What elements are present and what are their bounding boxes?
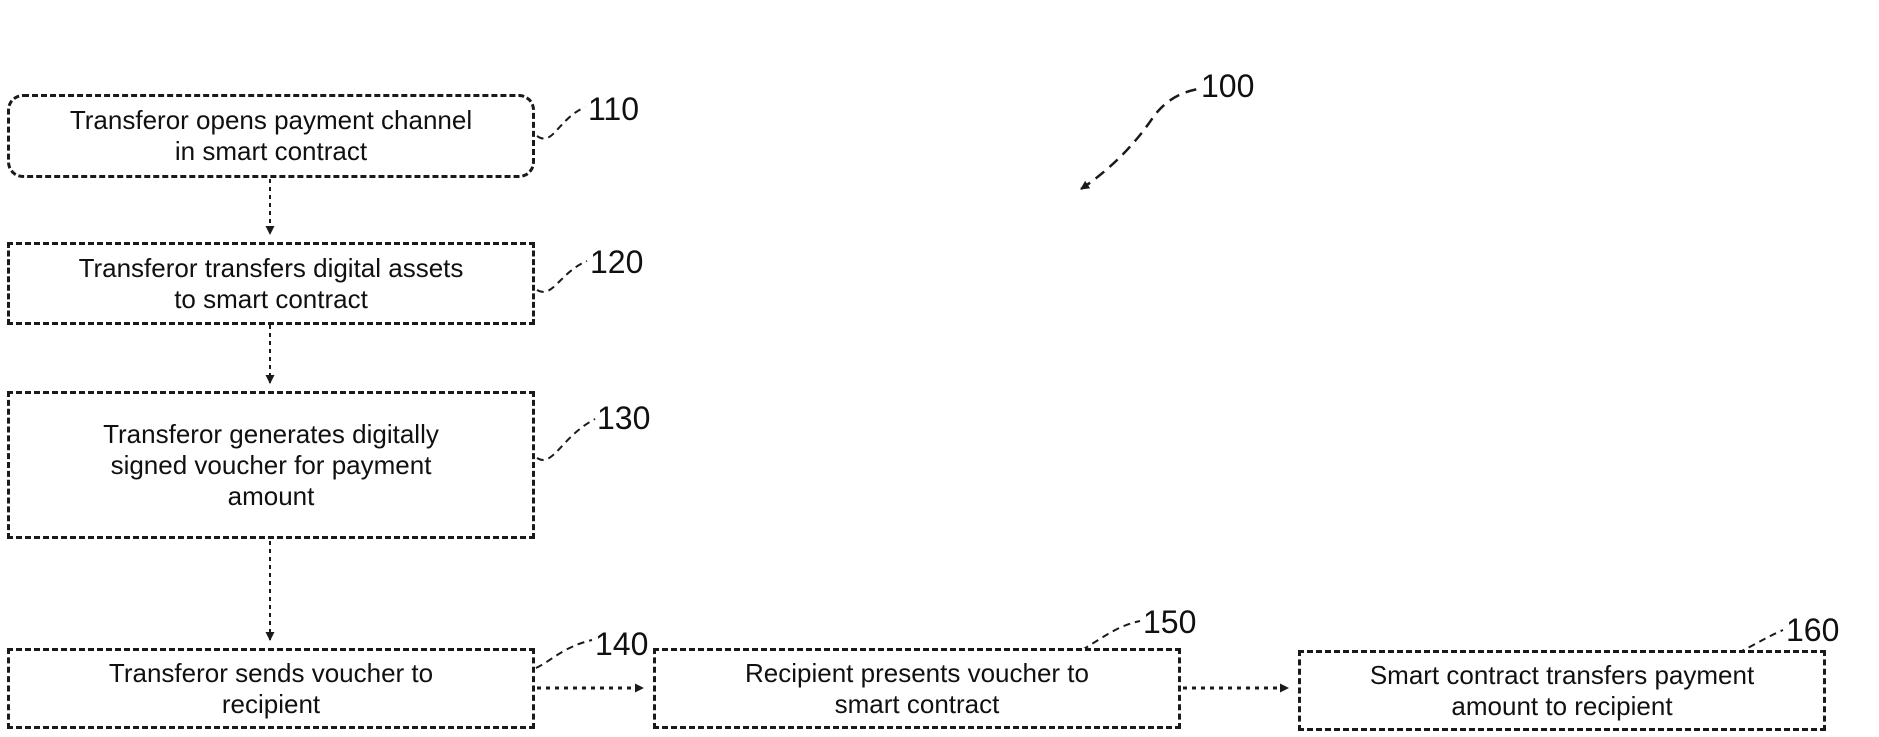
flow-box-text-line: recipient (221, 688, 321, 719)
ref-label-110: 110 (588, 91, 640, 127)
flow-box-140: Transferor sends voucher to recipient (7, 648, 535, 729)
flow-box-text-line: smart contract (834, 688, 1000, 719)
flow-box-text-line: to smart contract (174, 283, 368, 314)
ref-label-140: 140 (595, 626, 649, 662)
flow-box-text-line: amount (227, 480, 315, 511)
flow-box-130: Transferor generates digitally signed vo… (7, 391, 535, 539)
ref-label-130: 130 (597, 400, 651, 436)
flow-box-text-line: amount to recipient (1451, 690, 1673, 721)
leader-line-100 (1080, 87, 1199, 191)
flow-box-text-line: in smart contract (174, 136, 368, 166)
flow-box-text-line: Smart contract transfers payment (1369, 659, 1755, 690)
flow-box-text-line: Transferor generates digitally (103, 418, 439, 449)
leader-line-130 (536, 418, 596, 461)
leader-line-110 (536, 106, 586, 140)
flow-box-110: Transferor opens payment channel in smar… (7, 94, 535, 178)
leader-line-120 (536, 260, 588, 293)
ref-label-160: 160 (1786, 612, 1840, 648)
flow-box-120: Transferor transfers digital assets to s… (7, 242, 535, 325)
flow-box-text-line: signed voucher for payment (110, 449, 432, 480)
flow-box-text-line: Transferor sends voucher to (108, 657, 434, 688)
flow-box-160: Smart contract transfers payment amount … (1298, 650, 1826, 731)
flow-box-text-line: Transferor transfers digital assets (78, 252, 464, 283)
flow-box-150: Recipient presents voucher to smart cont… (653, 648, 1181, 729)
ref-label-120: 120 (590, 244, 644, 280)
figure-ref-label-100: 100 (1201, 68, 1255, 104)
leader-line-140 (535, 639, 593, 669)
leader-line-150 (1081, 620, 1141, 651)
flow-box-text-line: Recipient presents voucher to (745, 657, 1089, 688)
ref-label-150: 150 (1143, 604, 1197, 640)
flow-box-text-line: Transferor opens payment channel (69, 105, 473, 135)
